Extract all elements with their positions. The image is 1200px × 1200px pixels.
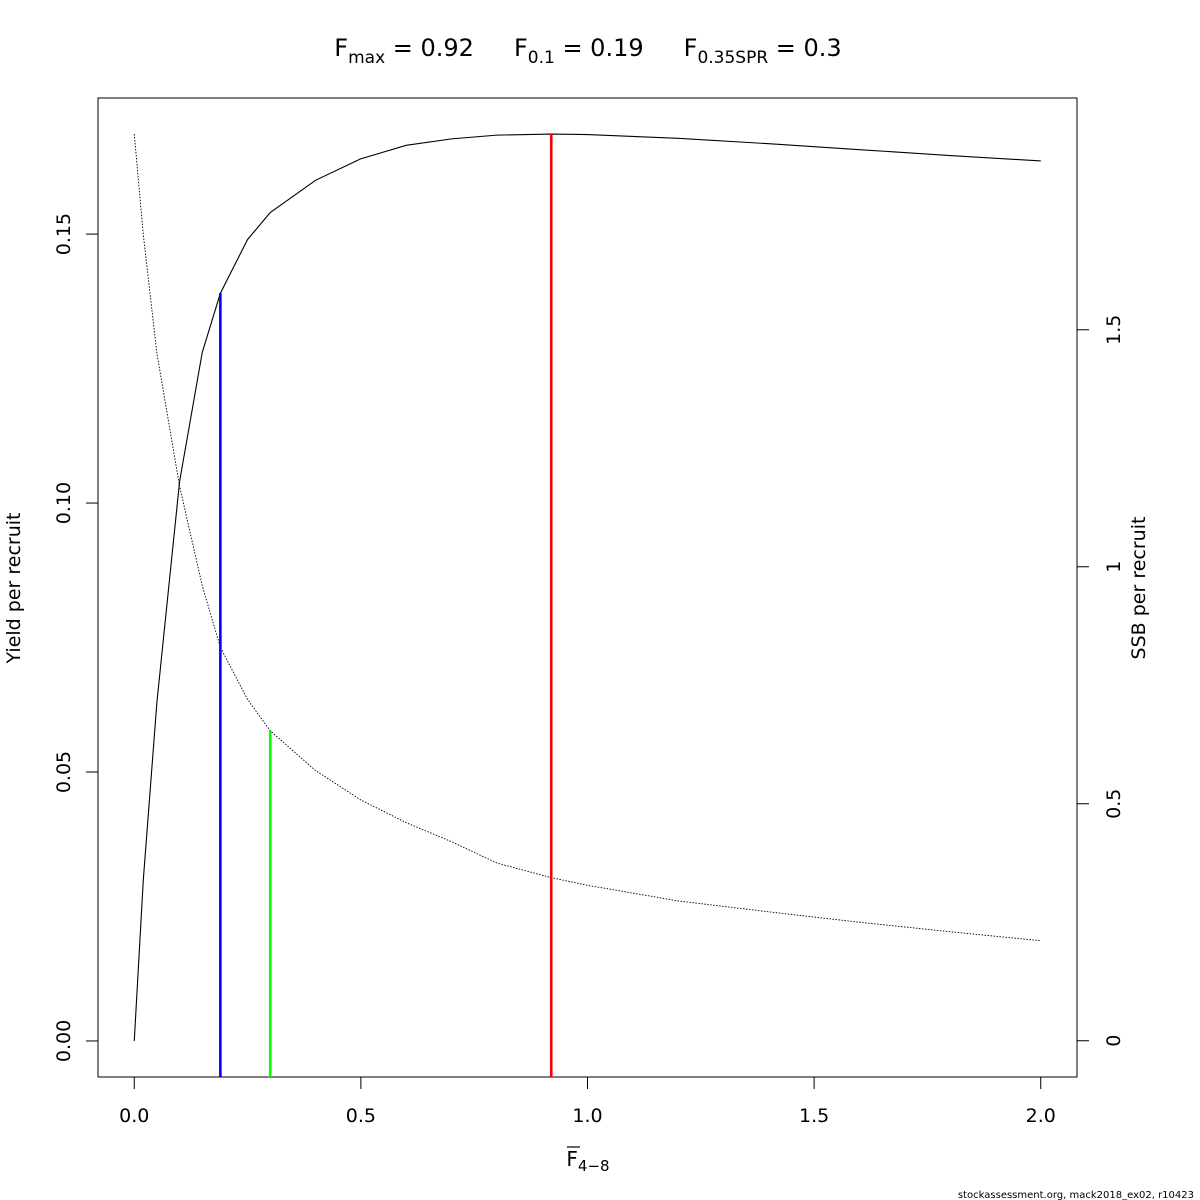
y-tick-label: 0.05 — [53, 751, 75, 793]
y2-axis-label: SSB per recruit — [1128, 517, 1150, 660]
y2-tick-label: 1.5 — [1103, 315, 1125, 345]
y2-tick-label: 1 — [1103, 561, 1125, 573]
x-label-main: F — [566, 1147, 578, 1171]
x-tick-label: 1.5 — [799, 1105, 829, 1127]
x-label-sub: 4−8 — [578, 1157, 610, 1175]
x-axis-label: F4−8 — [566, 1147, 609, 1175]
title-subscript: 0.35SPR — [697, 48, 768, 68]
y-tick-label: 0.15 — [53, 213, 75, 255]
title-subscript: 0.1 — [528, 48, 555, 68]
y2-tick-label: 0 — [1103, 1035, 1125, 1047]
title-symbol: F — [684, 34, 698, 62]
title-symbol: F — [334, 34, 348, 62]
title-value: = 0.3 — [768, 34, 842, 62]
x-tick-label: 0.5 — [346, 1105, 376, 1127]
y-axis-label: Yield per recruit — [3, 513, 25, 665]
footer: stockassessment.org, mack2018_ex02, r104… — [958, 1190, 1194, 1200]
x-tick-label: 2.0 — [1026, 1105, 1056, 1127]
chart-title: Fmax = 0.92 F0.1 = 0.19 F0.35SPR = 0.3 — [334, 34, 841, 68]
title-value: = 0.92 — [385, 34, 474, 62]
y2-tick-label: 0.5 — [1103, 789, 1125, 819]
y-tick-label: 0.10 — [53, 482, 75, 524]
line-series — [133, 133, 1041, 942]
title-symbol: F — [514, 34, 528, 62]
line-series — [133, 133, 1041, 1041]
title-value: = 0.19 — [555, 34, 644, 62]
x-tick-label: 1.0 — [572, 1105, 602, 1127]
x-tick-label: 0.0 — [119, 1105, 149, 1127]
title-subscript: max — [348, 48, 385, 68]
y-tick-label: 0.00 — [53, 1020, 75, 1062]
